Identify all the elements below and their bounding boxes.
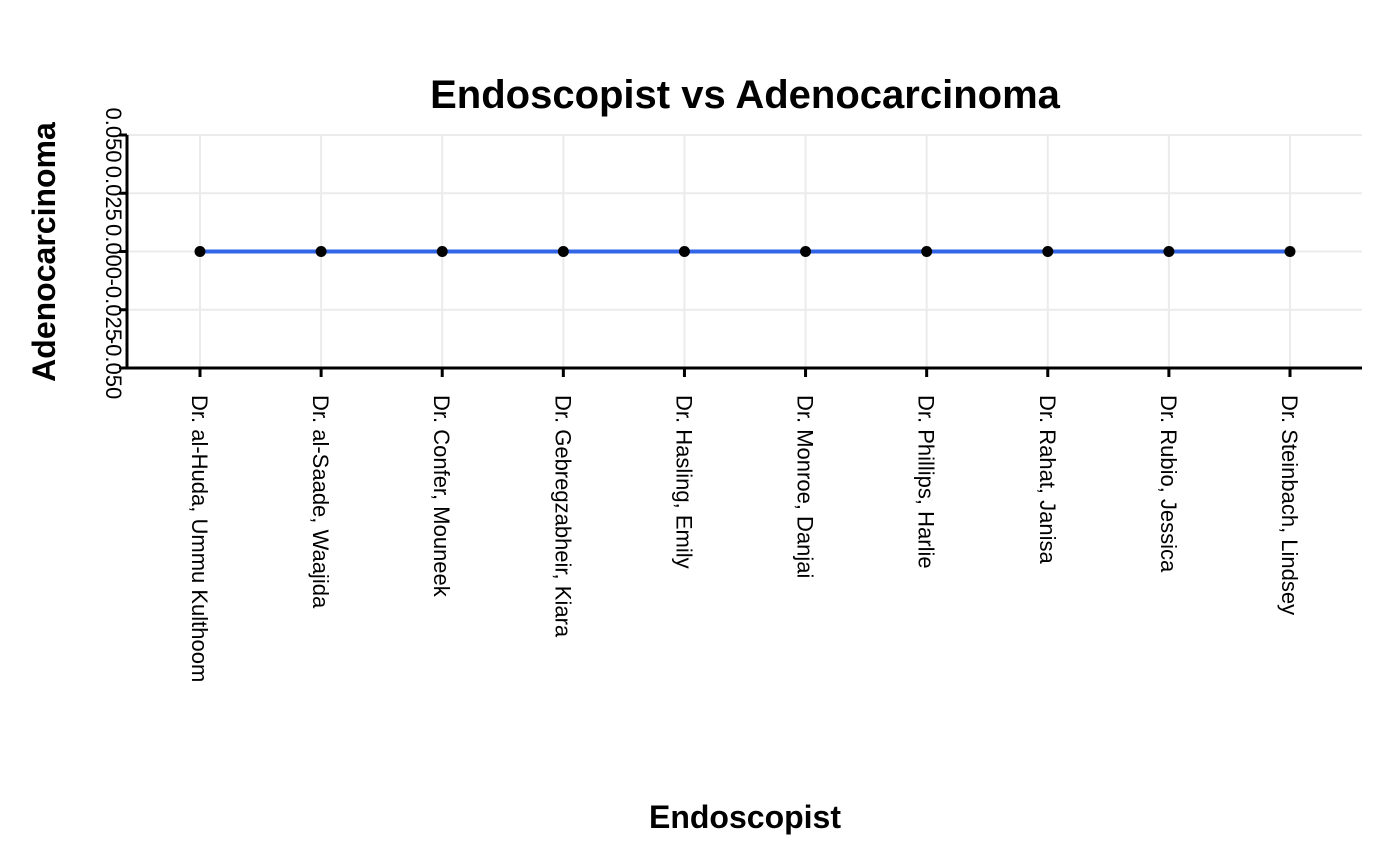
data-point — [800, 246, 812, 257]
y-tick-label: 0.000 — [101, 224, 126, 279]
data-point — [921, 246, 933, 257]
series-layer — [194, 246, 1296, 257]
y-tick-label: -0.025 — [101, 279, 126, 341]
x-tick-label: Dr. Rubio, Jessica — [1156, 395, 1181, 573]
y-tick-label: 0.050 — [101, 107, 126, 162]
data-point — [194, 246, 206, 257]
y-axis-title: Adenocarcinoma — [26, 122, 62, 382]
axes-layer — [119, 133, 1362, 377]
x-tick-label: Dr. Phillips, Harlie — [914, 395, 939, 569]
x-tick-label: Dr. Hasling, Emily — [671, 395, 696, 569]
data-point — [1284, 246, 1296, 257]
data-point — [1042, 246, 1054, 257]
x-tick-label: Dr. Monroe, Danjai — [793, 395, 818, 578]
x-tick-label: Dr. al-Saade, Waajida — [308, 395, 333, 609]
x-tick-label: Dr. Gebregzabheir, Kiara — [550, 395, 575, 638]
data-point — [678, 246, 690, 257]
chart-title: Endoscopist vs Adenocarcinoma — [430, 73, 1061, 117]
x-tick-label: Dr. Steinbach, Lindsey — [1277, 395, 1302, 615]
y-tick-label: -0.050 — [101, 337, 126, 399]
y-tick-label: 0.025 — [101, 166, 126, 221]
data-point — [315, 246, 327, 257]
data-point — [557, 246, 569, 257]
x-tick-label: Dr. Rahat, Janisa — [1035, 395, 1060, 565]
x-axis-title: Endoscopist — [649, 799, 841, 835]
x-tick-label: Dr. al-Huda, Ummu Kulthoom — [187, 395, 212, 682]
data-point — [1163, 246, 1175, 257]
x-tick-label: Dr. Confer, Mouneek — [429, 395, 454, 598]
data-point — [436, 246, 448, 257]
